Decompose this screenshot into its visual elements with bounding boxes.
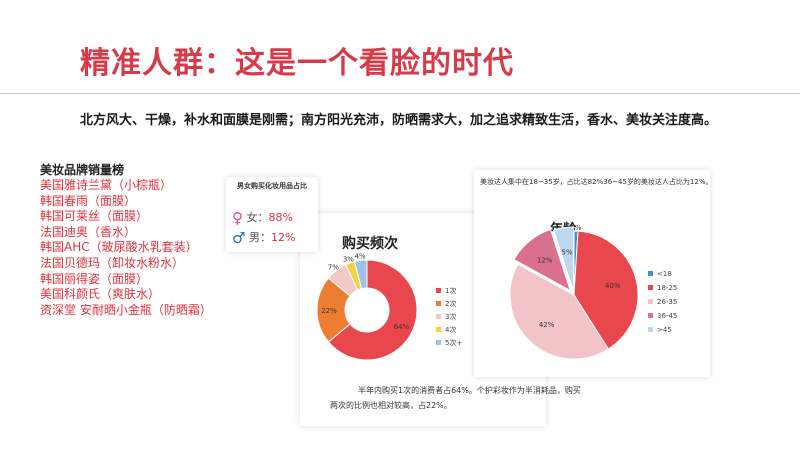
legend-label: >45 <box>657 326 672 334</box>
male-value: 12% <box>270 231 296 244</box>
legend-swatch <box>648 299 653 304</box>
gender-card-title: 男女购买化妆用品占比 <box>237 182 307 190</box>
age-note: 美妆达人集中在18~35岁，占比达82%36~45岁的美妆达人占比为12%。 <box>480 178 713 186</box>
slice-label: 22% <box>321 307 337 315</box>
brand-item: 美国科颜氏（爽肤水） <box>40 287 161 302</box>
brand-item: 韩国春雨（面膜） <box>40 193 137 208</box>
male-icon: ♂ <box>232 229 246 247</box>
frequency-note: 半年内购买1次的消费者占64%。个护彩妆作为半消耗品，购买 两次的比例也相对较高… <box>330 383 581 413</box>
legend-label: 1次 <box>445 286 456 295</box>
title-divider <box>0 93 800 94</box>
frequency-note-line: 半年内购买1次的消费者占64%。个护彩妆作为半消耗品，购买 <box>358 386 581 395</box>
brand-item: 美国雅诗兰黛（小棕瓶） <box>40 178 173 192</box>
slice-label: 64% <box>394 323 410 331</box>
legend-label: 26-35 <box>657 298 677 306</box>
slice-label: 12% <box>537 257 553 265</box>
slice-label: 3% <box>343 255 354 263</box>
slice->45 <box>552 226 574 292</box>
frequency-chart-title: 购买频次 <box>342 236 398 252</box>
legend-label: <18 <box>657 270 672 278</box>
brand-item: 法国迪奥（香水） <box>40 224 137 239</box>
slice-26-35 <box>509 263 609 360</box>
subtitle: 北方风大、干燥，补水和面膜是刚需；南方阳光充沛，防晒需求大，加之追求精致生活，香… <box>80 113 718 128</box>
slice-36-45 <box>513 228 572 292</box>
legend-label: 4次 <box>445 325 456 334</box>
slice-label: 1% <box>571 224 582 232</box>
age-pie-chart: 1% 40% 42% 12% 5% <18 18-25 26-35 36-45 >45 <box>509 224 677 360</box>
female-icon: ♀ <box>232 209 243 227</box>
legend-label: 2次 <box>445 299 456 308</box>
legend-label: 36-45 <box>657 312 677 320</box>
brand-ranking-heading: 美妆品牌销量榜 <box>40 163 125 177</box>
slice-label: 40% <box>605 282 621 290</box>
legend-label: 5次+ <box>445 338 462 347</box>
slice-1次 <box>327 259 418 361</box>
legend-label: 18-25 <box>657 284 677 292</box>
female-row: ♀ 女：88% <box>232 209 293 227</box>
brand-item: 韩国AHC（玻尿酸水乳套装） <box>40 240 198 255</box>
legend-swatch <box>436 314 441 319</box>
slice-5次+ <box>353 259 368 290</box>
age-card: 美妆达人集中在18~35岁，占比达82%36~45岁的美妆达人占比为12%。 年… <box>474 170 713 377</box>
legend-swatch <box>648 327 653 332</box>
legend-label: 3次 <box>445 312 456 321</box>
brand-ranking: 美妆品牌销量榜 美国雅诗兰黛（小棕瓶） 韩国春雨（面膜） 韩国可莱丝（面膜） 法… <box>40 163 212 318</box>
female-value: 88% <box>268 211 293 224</box>
legend-swatch <box>436 340 441 345</box>
male-row: ♂ 男：12% <box>232 229 295 247</box>
page-title: 精准人群：这是一个看脸的时代 <box>80 46 514 81</box>
gender-card: 男女购买化妆用品占比 ♀ 女：88% ♂ 男：12% <box>226 177 318 252</box>
legend-swatch <box>648 313 653 318</box>
frequency-note-line: 两次的比例也相对较高，占22%。 <box>330 401 452 410</box>
slice-label: 42% <box>539 321 555 329</box>
slice-label: 4% <box>355 252 366 260</box>
brand-item: 法国贝德玛（卸妆水粉水） <box>40 255 185 270</box>
legend-swatch <box>436 327 441 332</box>
brand-item: 韩国可莱丝（面膜） <box>40 209 149 224</box>
female-label: 女： <box>246 211 269 224</box>
brand-item: 韩国丽得姿（面膜） <box>40 271 149 286</box>
frequency-donut-chart: 64% 22% 7% 3% 4% 1次 2次 3次 4次 5次+ <box>316 252 462 361</box>
slice-label: 5% <box>562 249 573 257</box>
legend-swatch <box>436 301 441 306</box>
male-label: 男： <box>248 231 271 244</box>
legend-swatch <box>436 288 441 293</box>
brand-item: 资深堂 安耐晒小金瓶（防晒霜） <box>40 302 212 317</box>
slice-label: 7% <box>328 264 339 272</box>
legend-swatch <box>648 271 653 276</box>
legend-swatch <box>648 285 653 290</box>
